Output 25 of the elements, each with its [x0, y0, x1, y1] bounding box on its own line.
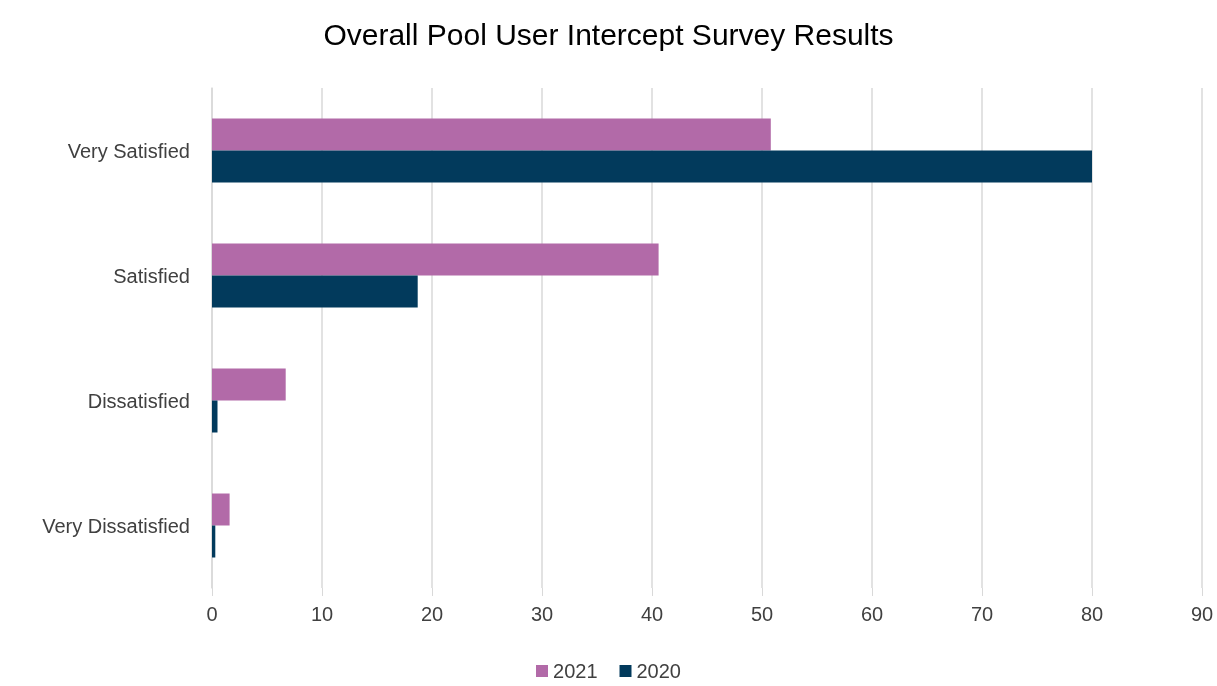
x-tick-label: 10 [310, 603, 334, 625]
x-tick-label: 20 [420, 603, 444, 625]
bar [212, 150, 1092, 183]
legend-label: 2021 [553, 660, 598, 682]
y-tick-label: Very Dissatisfied [42, 514, 190, 537]
x-tick-label: 0 [206, 603, 218, 625]
legend-label: 2020 [636, 660, 681, 682]
x-tick-label: 70 [970, 603, 994, 625]
bar [212, 118, 771, 151]
y-tick-label: Dissatisfied [87, 389, 190, 412]
bar [212, 243, 659, 276]
bar [212, 400, 218, 433]
chart-title: Overall Pool User Intercept Survey Results [323, 17, 894, 51]
x-tick-label: 30 [530, 603, 554, 625]
x-tick-label: 50 [750, 603, 774, 625]
y-tick-label: Very Satisfied [67, 139, 190, 162]
x-tick-label: 90 [1190, 603, 1214, 625]
y-tick-label: Satisfied [113, 264, 190, 287]
bar [212, 275, 418, 308]
bar [212, 493, 230, 526]
x-tick-label: 40 [640, 603, 664, 625]
bar [212, 368, 286, 401]
x-tick-label: 80 [1080, 603, 1104, 625]
bar [212, 525, 216, 558]
x-tick-label: 60 [860, 603, 884, 625]
